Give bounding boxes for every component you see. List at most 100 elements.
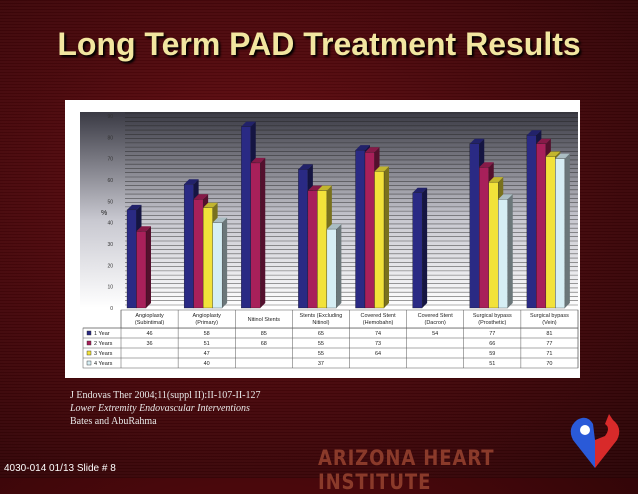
- legend-swatch: [86, 340, 92, 346]
- heart-logo-icon: [570, 414, 620, 468]
- table-cell: 58: [204, 331, 210, 337]
- bar-side: [422, 187, 428, 308]
- y-tick-label: 90: [107, 114, 113, 120]
- bar-top: [212, 217, 228, 223]
- bar: [298, 169, 309, 309]
- bar-top: [241, 121, 256, 127]
- table-cell: 55: [318, 351, 324, 357]
- category-label: Nitinol Stents: [248, 317, 281, 323]
- bar-top: [184, 179, 199, 185]
- bar: [202, 207, 213, 309]
- bar-side: [146, 226, 151, 308]
- bar-top: [326, 224, 342, 230]
- y-tick-label: 70: [107, 157, 113, 163]
- bar-side: [564, 153, 570, 308]
- bar: [326, 228, 337, 309]
- category-label: (Dacron): [424, 320, 446, 326]
- category-label: (Primary): [195, 320, 218, 326]
- bar-side: [336, 224, 342, 308]
- bar-top: [469, 138, 485, 144]
- bar: [374, 171, 385, 309]
- category-label: Angioplasty: [135, 313, 164, 319]
- bar: [136, 231, 147, 309]
- y-tick-label: 10: [107, 285, 113, 291]
- table-cell: 77: [489, 331, 495, 337]
- bar-top: [536, 138, 551, 144]
- chart-panel: 0 10 20 30 40 50 60 70 80 90% Angioplasty (Subintim…: [65, 100, 580, 378]
- bar-top: [136, 226, 151, 232]
- bar: [212, 222, 223, 309]
- category-label: (Subintimal): [135, 320, 165, 326]
- category-label: Covered Stent: [360, 313, 396, 319]
- legend-label: 2 Years: [94, 341, 113, 347]
- category-label: Surgical bypass: [530, 313, 569, 319]
- table-cell: 65: [318, 331, 324, 337]
- legend-label: 3 Years: [94, 351, 113, 357]
- bar: [364, 152, 375, 309]
- table-cell: 51: [204, 341, 210, 347]
- table-cell: 46: [147, 331, 153, 337]
- category-label: Covered Stent: [418, 313, 454, 319]
- bar-top: [555, 153, 570, 159]
- bar-top: [374, 166, 389, 172]
- bar-top: [365, 147, 380, 153]
- table-cell: 77: [546, 341, 552, 347]
- table-cell: 55: [318, 341, 324, 347]
- legend-swatch: [86, 350, 92, 356]
- bar-top: [193, 194, 209, 200]
- legend-swatch: [86, 330, 92, 336]
- bar: [526, 135, 537, 309]
- bar: [250, 162, 261, 309]
- bar-top: [412, 187, 428, 193]
- table-cell: 54: [432, 331, 438, 337]
- bar: [555, 158, 566, 309]
- y-tick-label: 20: [107, 263, 113, 269]
- category-label: Nitinol): [312, 320, 329, 326]
- y-tick-label: 30: [107, 242, 113, 248]
- bar-top: [498, 194, 513, 200]
- bar: [183, 184, 194, 309]
- legend-swatch: [86, 360, 92, 366]
- table-cell: 37: [318, 361, 324, 367]
- y-tick-label: 0: [110, 306, 113, 312]
- category-label: Surgical bypass: [473, 313, 512, 319]
- bar-top: [250, 157, 266, 163]
- reference-authors: Bates and AbuRahma: [70, 416, 157, 427]
- bar: [126, 209, 137, 309]
- bar-side: [222, 217, 228, 308]
- table-cell: 59: [489, 351, 495, 357]
- table-cell: 74: [375, 331, 381, 337]
- bar-top: [488, 177, 504, 183]
- bar-side: [260, 157, 266, 308]
- y-tick-label: 60: [107, 178, 113, 184]
- bar: [307, 190, 318, 309]
- bar-top: [203, 202, 218, 208]
- y-tick-label: 50: [107, 199, 113, 205]
- table-cell: 81: [546, 331, 552, 337]
- reference-citation: J Endovas Ther 2004;11(suppl II):II-107-…: [70, 390, 261, 401]
- table-cell: 71: [546, 351, 552, 357]
- table-cell: 40: [204, 361, 210, 367]
- slide-title: Long Term PAD Treatment Results: [57, 26, 581, 62]
- bar-top: [127, 204, 142, 210]
- bar: [193, 199, 204, 309]
- table-cell: 73: [375, 341, 381, 347]
- table-cell: 70: [546, 361, 552, 367]
- bar: [536, 143, 547, 309]
- bar-top: [298, 164, 313, 170]
- bar-side: [384, 166, 389, 308]
- table-cell: 85: [261, 331, 267, 337]
- table-cell: 51: [489, 361, 495, 367]
- bar-top: [479, 162, 494, 168]
- bar: [498, 199, 508, 309]
- y-tick-label: 80: [107, 135, 113, 141]
- bar: [545, 156, 556, 309]
- bar-side: [507, 194, 513, 308]
- bar: [479, 167, 489, 309]
- bar: [488, 181, 499, 309]
- bar: [317, 190, 328, 309]
- bar: [355, 149, 366, 309]
- category-label: (Prosthetic): [478, 320, 506, 326]
- bar: [469, 143, 480, 309]
- legend-label: 1 Year: [94, 331, 110, 337]
